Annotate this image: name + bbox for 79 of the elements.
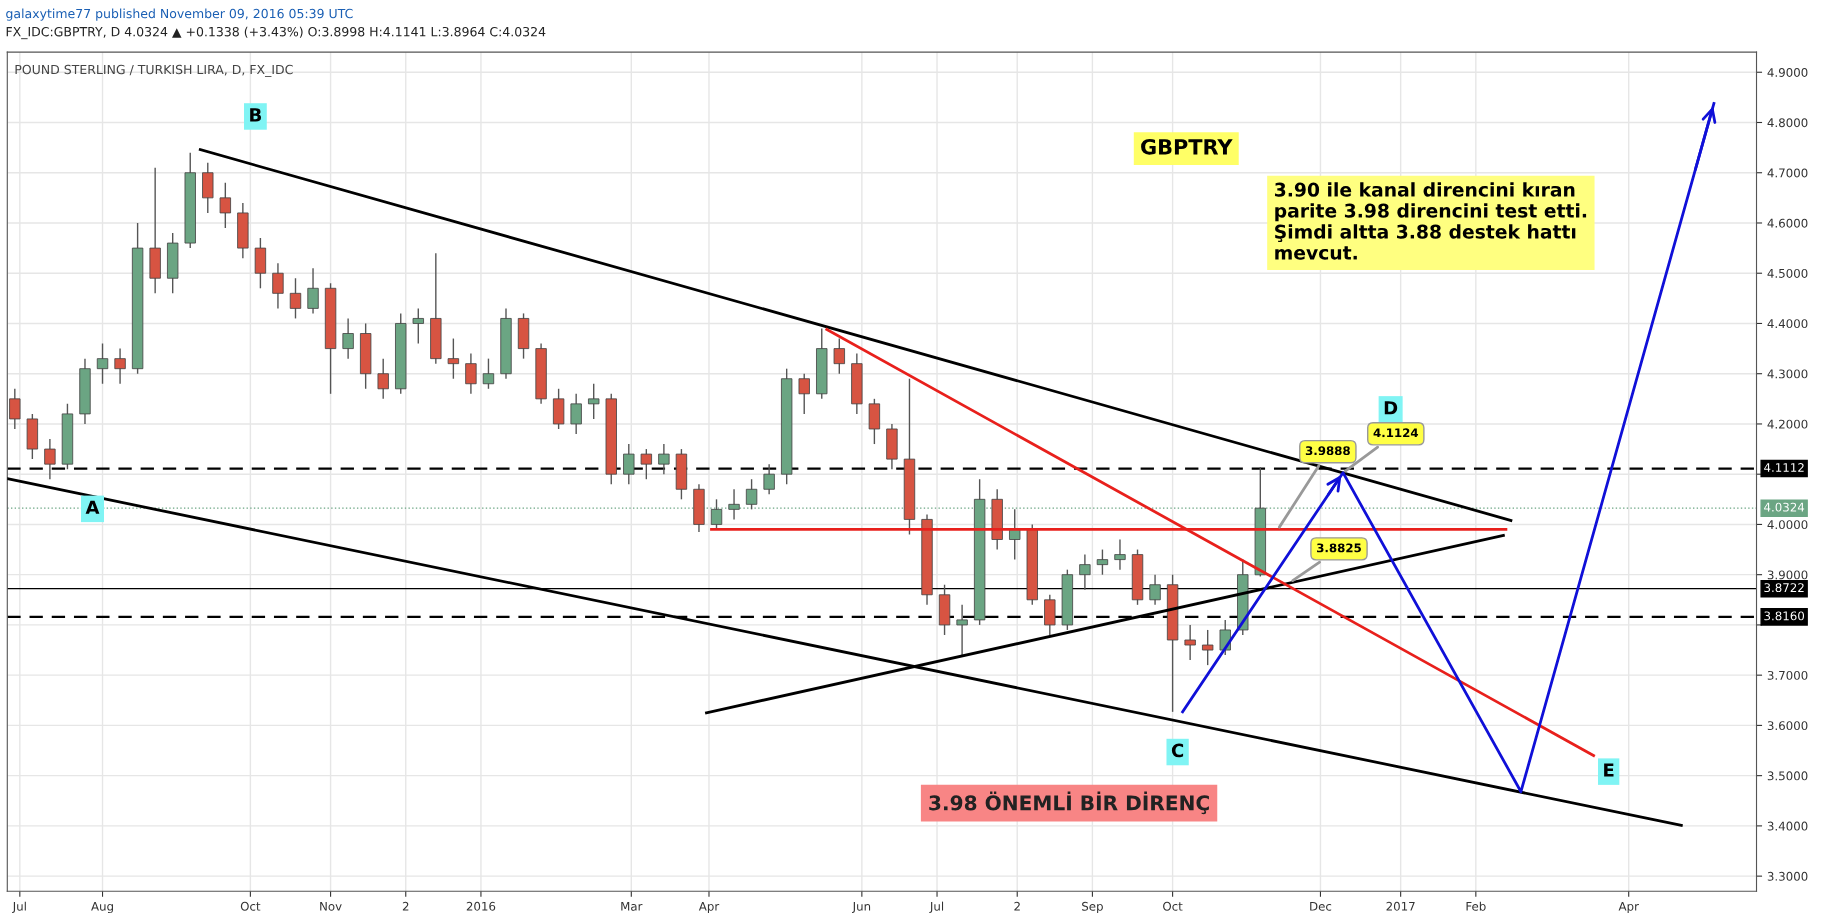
- candlestick: [96, 342, 109, 385]
- candlestick: [640, 448, 653, 480]
- chart-subtitle: FX_IDC:GBPTRY, D 4.0324 ▲ +0.1338 (+3.43%) O:3.8998 H:4.1141 L:3.8964 C:4.0324: [6, 26, 546, 40]
- y-tick-label: 3.5000: [1767, 771, 1808, 781]
- y-tick-label: 4.3000: [1767, 369, 1808, 379]
- candlestick: [465, 352, 477, 395]
- y-tick-label: 3.9000: [1767, 570, 1808, 580]
- candlestick: [1114, 538, 1126, 571]
- x-tick-label: Mar: [621, 901, 643, 911]
- annotation: 3.98 ÖNEMLİ BİR DİRENÇ: [929, 791, 1209, 815]
- annotation: 3.8825: [1317, 543, 1361, 553]
- x-tick-label: 2016: [466, 901, 496, 911]
- ref-line-label: 4.1112: [1764, 463, 1804, 472]
- candlestick: [412, 307, 424, 345]
- candlestick: [377, 357, 389, 400]
- candlestick: [272, 262, 284, 310]
- x-tick-label: Oct: [1163, 901, 1183, 911]
- y-tick-label: 3.3000: [1767, 871, 1808, 881]
- candlestick: [114, 347, 126, 385]
- candlestick: [570, 393, 582, 435]
- candlestick: [1096, 548, 1109, 576]
- ref-line-label: 3.8160: [1764, 611, 1805, 621]
- y-tick-label: 4.7000: [1767, 168, 1808, 178]
- x-tick-label: 2: [1014, 901, 1020, 911]
- x-tick-label: Dec: [1310, 901, 1332, 911]
- ref-line-label: 4.0324: [1764, 502, 1805, 512]
- candlestick: [342, 317, 354, 360]
- annotation: GBPTRY: [1141, 138, 1233, 155]
- y-tick-label: 4.0000: [1767, 520, 1808, 530]
- y-tick-label: 3.4000: [1767, 821, 1808, 831]
- annotation: 3.90 ile kanal direncini kıran parite 3.98 direncini test etti. Şimdi altta 3.88 destek hattı mevcut.: [1274, 182, 1587, 260]
- candlestick: [833, 337, 845, 375]
- candlestick: [219, 182, 231, 229]
- candlestick: [44, 438, 56, 480]
- annotation: 4.1124: [1373, 428, 1419, 438]
- ref-line-label: 3.8722: [1764, 583, 1804, 593]
- y-tick-label: 4.9000: [1767, 67, 1808, 77]
- candlestick: [289, 277, 302, 320]
- x-tick-label: Oct: [240, 901, 261, 911]
- x-tick-label: Apr: [698, 901, 720, 914]
- x-tick-label: Nov: [320, 901, 342, 911]
- candlestick: [956, 604, 968, 658]
- candlestick: [623, 443, 635, 485]
- y-tick-label: 4.2000: [1767, 419, 1808, 429]
- x-tick-label: Jul: [929, 901, 944, 913]
- y-tick-label: 4.6000: [1767, 218, 1808, 228]
- candlestick: [763, 463, 775, 495]
- text: POUND STERLING / TURKISH LIRA, D, FX_IDC: [15, 64, 293, 77]
- candlestick: [745, 478, 758, 511]
- candlestick: [1202, 629, 1214, 666]
- annotation: C: [1171, 743, 1184, 758]
- x-tick-label: Jul: [12, 901, 26, 913]
- candlestick: [447, 337, 460, 380]
- candlestick: [482, 357, 495, 390]
- candlestick: [588, 383, 600, 420]
- text: galaxytime77 published November 09, 2016 05:39 UTC: [6, 8, 353, 21]
- y-tick-label: 3.7000: [1767, 670, 1808, 680]
- x-tick-label: Sep: [1082, 901, 1103, 914]
- y-tick-label: 4.4000: [1767, 319, 1808, 329]
- x-tick-label: 2017: [1386, 901, 1415, 911]
- annotation: B: [250, 108, 262, 122]
- candlestick: [798, 373, 810, 415]
- x-tick-label: Aug: [91, 901, 113, 914]
- x-tick-label: Apr: [1618, 901, 1639, 914]
- annotation: 3.9888: [1305, 446, 1350, 456]
- candlestick: [658, 443, 670, 475]
- annotation: A: [85, 500, 100, 514]
- candlestick: [307, 267, 319, 315]
- candlestick: [1079, 553, 1091, 591]
- x-tick-label: 2: [402, 901, 409, 911]
- candlestick: [1149, 573, 1161, 606]
- x-tick-label: Feb: [1466, 901, 1486, 911]
- y-tick-label: 4.8000: [1767, 118, 1808, 128]
- y-tick-label: 3.6000: [1767, 721, 1808, 731]
- annotation: D: [1384, 401, 1398, 415]
- candlestick: [1184, 624, 1196, 661]
- y-tick-label: 4.5000: [1767, 268, 1808, 278]
- annotation: E: [1604, 763, 1614, 777]
- x-tick-label: Jun: [852, 901, 871, 913]
